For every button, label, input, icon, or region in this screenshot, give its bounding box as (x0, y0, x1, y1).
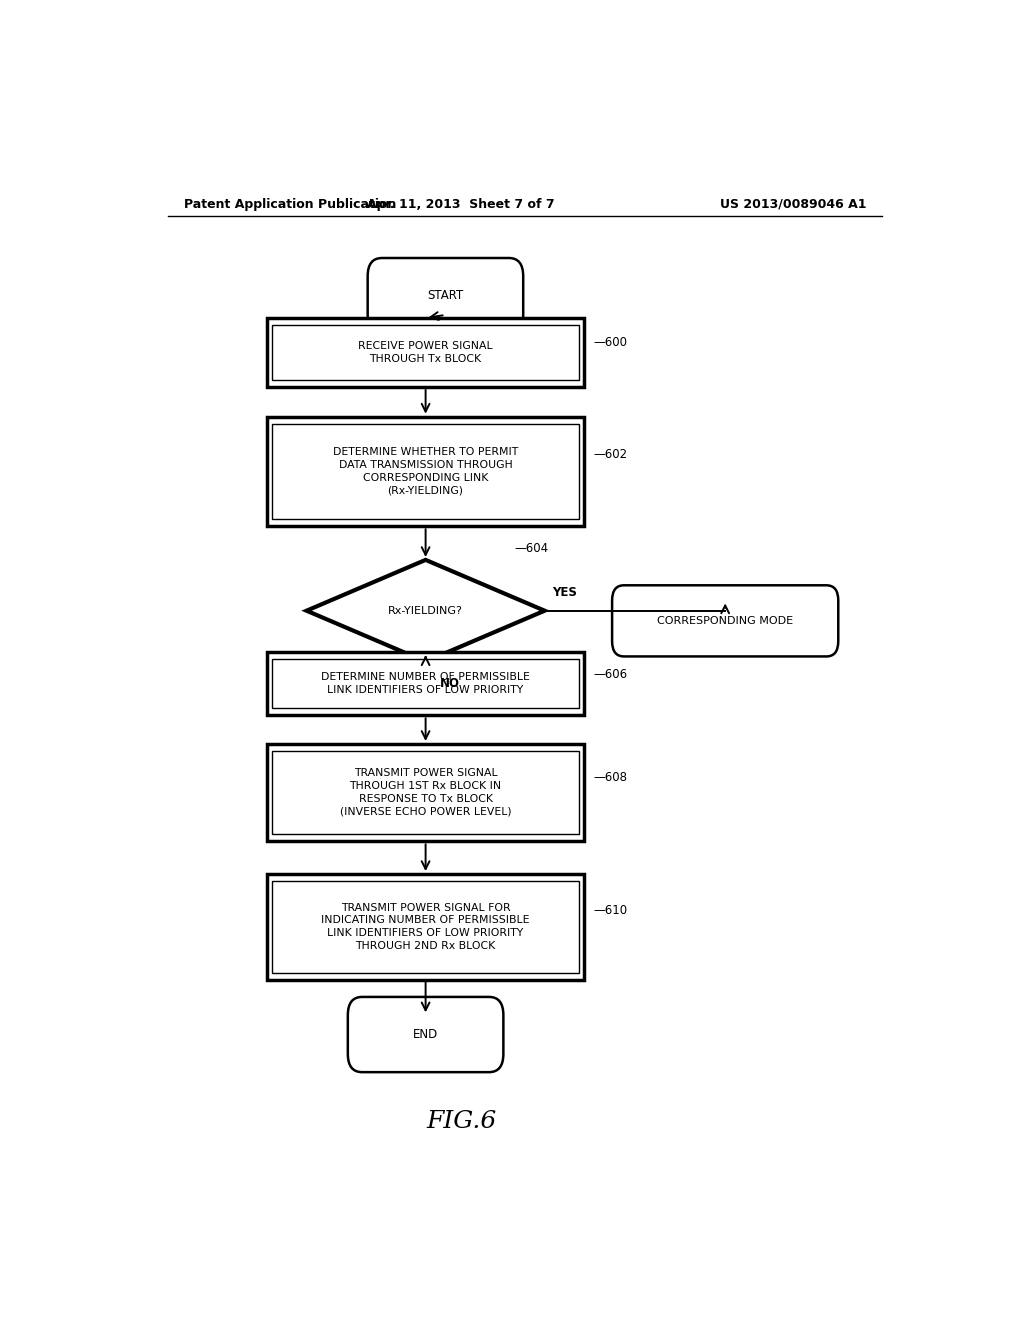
Text: DETERMINE NUMBER OF PERMISSIBLE
LINK IDENTIFIERS OF LOW PRIORITY: DETERMINE NUMBER OF PERMISSIBLE LINK IDE… (322, 672, 530, 696)
Text: FIG.6: FIG.6 (426, 1110, 497, 1134)
FancyBboxPatch shape (272, 325, 579, 380)
Text: —604: —604 (515, 541, 549, 554)
Polygon shape (306, 560, 545, 661)
Text: —610: —610 (594, 904, 628, 917)
Text: YES: YES (553, 586, 578, 598)
FancyBboxPatch shape (368, 257, 523, 333)
FancyBboxPatch shape (272, 424, 579, 519)
Text: —608: —608 (594, 771, 628, 784)
Text: DETERMINE WHETHER TO PERMIT
DATA TRANSMISSION THROUGH
CORRESPONDING LINK
(Rx-YIE: DETERMINE WHETHER TO PERMIT DATA TRANSMI… (333, 447, 518, 495)
Text: END: END (413, 1028, 438, 1041)
Text: —606: —606 (594, 668, 628, 681)
Text: RECEIVE POWER SIGNAL
THROUGH Tx BLOCK: RECEIVE POWER SIGNAL THROUGH Tx BLOCK (358, 341, 493, 364)
FancyBboxPatch shape (272, 751, 579, 834)
FancyBboxPatch shape (348, 997, 504, 1072)
FancyBboxPatch shape (267, 652, 585, 715)
FancyBboxPatch shape (612, 585, 839, 656)
Text: Rx-YIELDING?: Rx-YIELDING? (388, 606, 463, 615)
Text: TRANSMIT POWER SIGNAL
THROUGH 1ST Rx BLOCK IN
RESPONSE TO Tx BLOCK
(INVERSE ECHO: TRANSMIT POWER SIGNAL THROUGH 1ST Rx BLO… (340, 768, 511, 817)
Text: TRANSMIT POWER SIGNAL FOR
INDICATING NUMBER OF PERMISSIBLE
LINK IDENTIFIERS OF L: TRANSMIT POWER SIGNAL FOR INDICATING NUM… (322, 903, 529, 950)
FancyBboxPatch shape (267, 874, 585, 979)
FancyBboxPatch shape (272, 660, 579, 709)
Text: —602: —602 (594, 449, 628, 462)
Text: Apr. 11, 2013  Sheet 7 of 7: Apr. 11, 2013 Sheet 7 of 7 (368, 198, 555, 211)
Text: —600: —600 (594, 335, 628, 348)
Text: US 2013/0089046 A1: US 2013/0089046 A1 (720, 198, 866, 211)
FancyBboxPatch shape (267, 417, 585, 527)
Text: START: START (427, 289, 464, 302)
Text: NO: NO (440, 677, 460, 690)
FancyBboxPatch shape (267, 744, 585, 841)
Text: CORRESPONDING MODE: CORRESPONDING MODE (657, 616, 794, 626)
FancyBboxPatch shape (272, 880, 579, 973)
Text: Patent Application Publication: Patent Application Publication (183, 198, 396, 211)
FancyBboxPatch shape (267, 318, 585, 387)
